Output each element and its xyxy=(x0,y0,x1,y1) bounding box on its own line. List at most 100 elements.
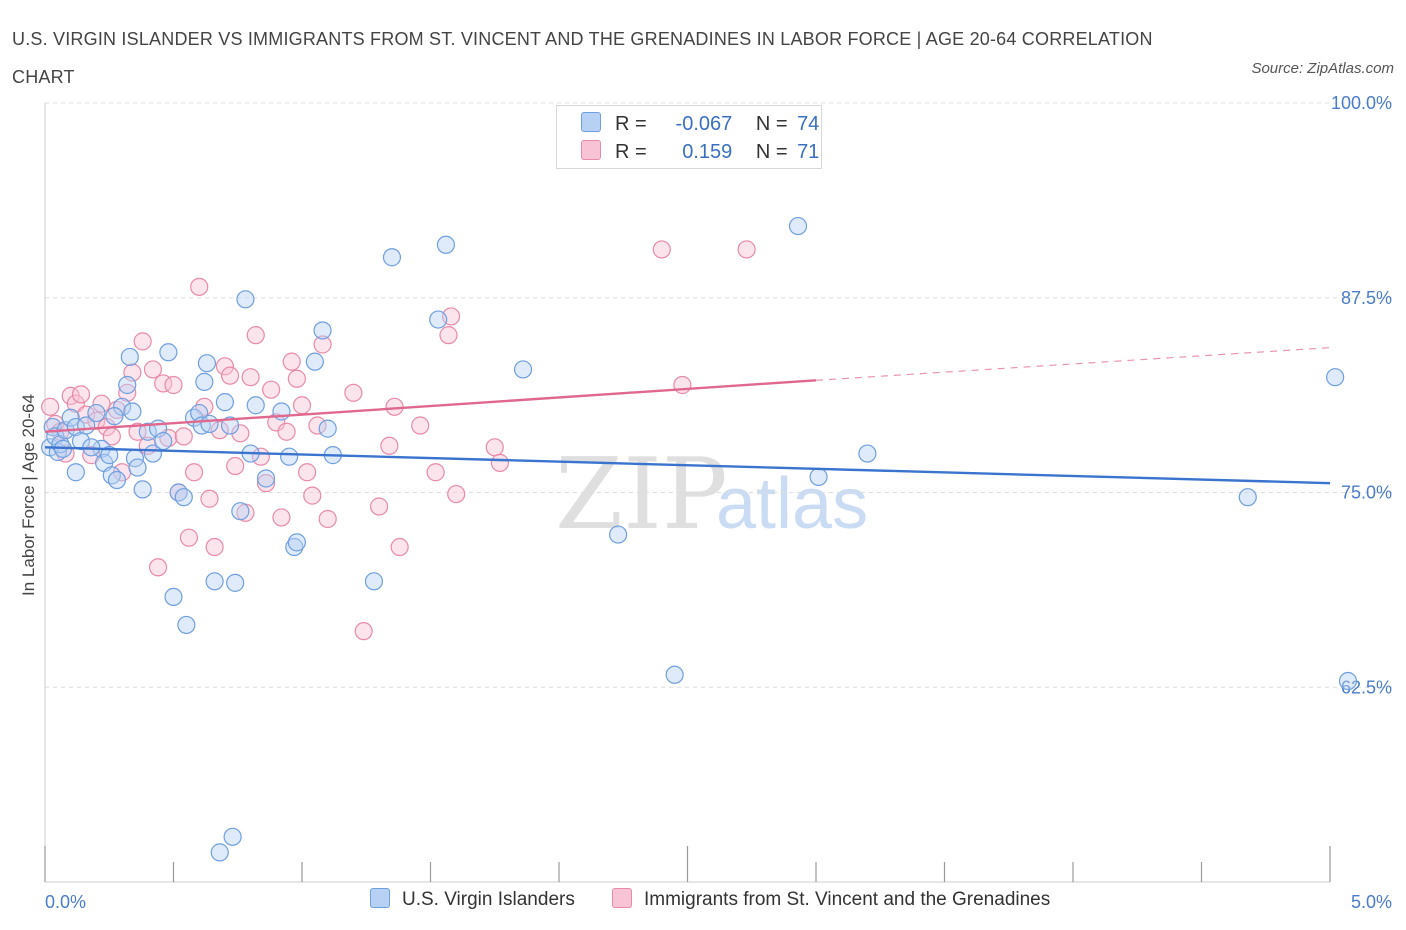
immigrants-point xyxy=(354,622,373,641)
immigrants-point xyxy=(215,357,234,376)
immigrants-point xyxy=(256,474,276,493)
virgin-islanders-point xyxy=(788,216,808,236)
virgin-islanders-point xyxy=(105,407,124,426)
y-tick-labels: 62.5% 75.0% 87.5% 100.0% xyxy=(1331,93,1392,697)
immigrants-point xyxy=(287,369,306,388)
immigrants-point xyxy=(292,396,312,415)
virgin-islanders-point xyxy=(1238,488,1257,507)
legend-row-immigrants: R = 0.159 N = 71 xyxy=(581,140,819,166)
legend-r-value: -0.067 xyxy=(675,113,733,135)
immigrants-point xyxy=(277,422,296,441)
legend-r-label: R = xyxy=(615,113,647,135)
immigrants-point xyxy=(164,375,183,395)
immigrants-point xyxy=(210,421,229,440)
virgin-islanders-point xyxy=(609,525,628,544)
virgin-islanders-point xyxy=(61,408,80,427)
virgin-islanders-point xyxy=(287,533,306,552)
immigrants-point xyxy=(148,558,168,577)
immigrants-point xyxy=(390,537,409,557)
virgin-islanders-point xyxy=(197,354,217,373)
virgin-islanders-point xyxy=(313,321,332,340)
legend-n-value: 71 xyxy=(797,141,820,163)
virgin-islanders-point xyxy=(128,458,147,477)
virgin-islanders-point xyxy=(118,375,137,395)
legend-r-value: 0.159 xyxy=(682,141,733,163)
immigrants-point xyxy=(652,240,671,259)
immigrants-point xyxy=(200,489,219,508)
immigrants-point xyxy=(344,383,363,402)
immigrants-point xyxy=(673,375,692,395)
source-label: Source: ZipAtlas.com xyxy=(1251,60,1394,77)
virgin-islanders-point xyxy=(318,419,337,438)
virgin-islanders-point xyxy=(112,397,132,416)
virgin-islanders-point xyxy=(210,843,229,862)
legend-swatch-pink xyxy=(612,888,632,908)
immigrants-point xyxy=(439,326,458,345)
virgin-islanders-point xyxy=(164,587,183,606)
virgin-islanders-point xyxy=(159,343,178,362)
immigrants-point xyxy=(303,486,322,505)
virgin-islanders-point xyxy=(280,447,299,466)
immigrants-point xyxy=(184,463,204,482)
virgin-islanders-point xyxy=(513,360,533,379)
immigrants-point xyxy=(41,397,60,416)
watermark: ZIP atlas xyxy=(555,438,868,552)
virgin-islanders-point xyxy=(256,469,276,488)
trend-line-immigrants xyxy=(44,379,817,433)
legend-series-name: Immigrants from St. Vincent and the Gren… xyxy=(644,889,1051,910)
virgin-islanders-point xyxy=(66,463,85,482)
immigrants-point xyxy=(737,240,756,259)
immigrants-point xyxy=(246,326,265,345)
legend-n-label: N = xyxy=(755,141,788,163)
legend-row-virgin-islanders: R = -0.067 N = 74 xyxy=(581,112,819,138)
x-tick-labels: 0.0% 5.0% xyxy=(45,892,1392,912)
immigrants-point xyxy=(282,352,301,371)
immigrants-point xyxy=(174,427,193,446)
x-tick-label: 0.0% xyxy=(45,892,86,912)
legend-swatch-blue xyxy=(581,112,601,132)
x-tick-label: 5.0% xyxy=(1351,892,1392,912)
virgin-islanders-point xyxy=(195,372,214,391)
trend-line-virgin-islanders xyxy=(44,446,1331,485)
immigrants-point xyxy=(159,428,178,448)
watermark-atlas: atlas xyxy=(716,464,868,544)
virgin-islanders-point xyxy=(665,665,684,684)
virgin-islanders-point xyxy=(174,488,193,507)
virgin-islanders-point xyxy=(200,414,219,434)
virgin-islanders-point xyxy=(154,431,173,451)
immigrants-point xyxy=(318,509,337,529)
trend-lines xyxy=(44,347,1331,485)
y-axis-label: In Labor Force | Age 20-64 xyxy=(19,394,38,596)
series-legend: U.S. Virgin Islanders Immigrants from St… xyxy=(0,888,1406,916)
virgin-islanders-point xyxy=(236,290,255,309)
y-tick-label: 87.5% xyxy=(1341,288,1392,308)
legend-series-name: U.S. Virgin Islanders xyxy=(402,889,575,910)
virgin-islanders-point xyxy=(1338,671,1358,691)
virgin-islanders-point xyxy=(120,347,139,367)
virgin-islanders-point xyxy=(123,402,142,421)
immigrants-point xyxy=(179,528,199,547)
watermark-zip: ZIP xyxy=(555,438,728,552)
immigrants-point xyxy=(447,484,466,504)
immigrants-point xyxy=(272,508,291,527)
virgin-islanders-point xyxy=(809,467,828,487)
trend-line-immigrants-extension xyxy=(815,347,1331,381)
legend-r-label: R = xyxy=(615,141,647,163)
virgin-islanders-point xyxy=(107,470,127,490)
virgin-islanders-point xyxy=(100,446,119,465)
virgin-islanders-point xyxy=(223,827,242,846)
axes xyxy=(44,103,1331,883)
virgin-islanders-point xyxy=(177,615,196,635)
y-tick-label: 75.0% xyxy=(1341,483,1392,503)
legend-n-label: N = xyxy=(755,113,788,135)
immigrants-point xyxy=(143,360,163,379)
immigrants-point xyxy=(128,422,147,441)
immigrants-point xyxy=(385,397,404,416)
immigrants-point xyxy=(298,463,317,482)
immigrants-point xyxy=(226,456,245,476)
virgin-islanders-point xyxy=(138,422,157,441)
y-tick-label: 62.5% xyxy=(1341,677,1392,697)
immigrants-point xyxy=(118,383,137,402)
virgin-islanders-point xyxy=(246,396,265,415)
